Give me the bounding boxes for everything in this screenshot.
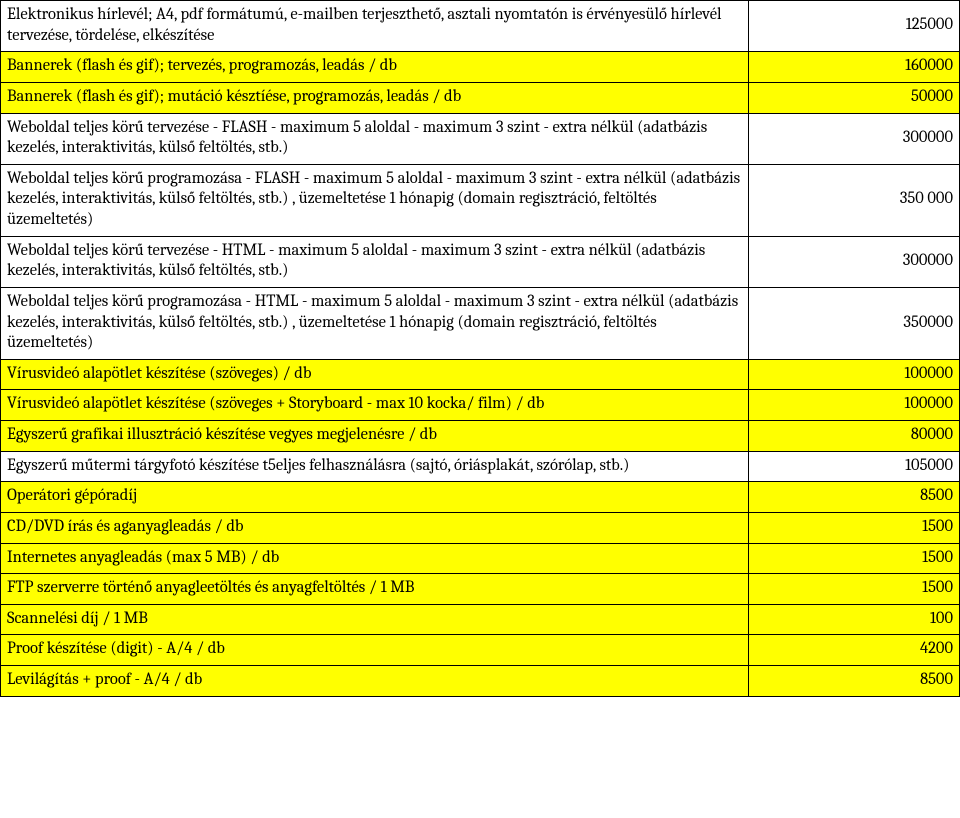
row-description: Elektronikus hírlevél; A4, pdf formátumú… xyxy=(1,1,749,52)
table-row: Internetes anyagleadás (max 5 MB) / db15… xyxy=(1,543,960,574)
row-value: 350 000 xyxy=(749,164,960,236)
table-row: Weboldal teljes körű tervezése - HTML - … xyxy=(1,236,960,287)
row-description: Bannerek (flash és gif); tervezés, progr… xyxy=(1,52,749,83)
row-description: Egyszerű grafikai illusztráció készítése… xyxy=(1,421,749,452)
row-value: 100000 xyxy=(749,359,960,390)
table-row: Weboldal teljes körű programozása - HTML… xyxy=(1,287,960,359)
row-value: 1500 xyxy=(749,512,960,543)
row-description: Bannerek (flash és gif); mutáció késztíé… xyxy=(1,82,749,113)
table-row: Levilágítás + proof - A/4 / db8500 xyxy=(1,666,960,697)
table-row: Bannerek (flash és gif); tervezés, progr… xyxy=(1,52,960,83)
row-value: 1500 xyxy=(749,574,960,605)
row-description: Proof készítése (digit) - A/4 / db xyxy=(1,635,749,666)
row-description: Scannelési díj / 1 MB xyxy=(1,604,749,635)
row-value: 8500 xyxy=(749,666,960,697)
table-row: Scannelési díj / 1 MB100 xyxy=(1,604,960,635)
row-value: 300000 xyxy=(749,113,960,164)
row-description: Weboldal teljes körű tervezése - HTML - … xyxy=(1,236,749,287)
row-description: CD/DVD írás és aganyagleadás / db xyxy=(1,512,749,543)
table-row: Egyszerű műtermi tárgyfotó készítése t5e… xyxy=(1,451,960,482)
table-row: Weboldal teljes körű programozása - FLAS… xyxy=(1,164,960,236)
row-description: Weboldal teljes körű programozása - FLAS… xyxy=(1,164,749,236)
row-value: 125000 xyxy=(749,1,960,52)
row-value: 80000 xyxy=(749,421,960,452)
table-row: Weboldal teljes körű tervezése - FLASH -… xyxy=(1,113,960,164)
row-value: 100 xyxy=(749,604,960,635)
row-value: 105000 xyxy=(749,451,960,482)
price-table: Elektronikus hírlevél; A4, pdf formátumú… xyxy=(0,0,960,697)
table-row: Vírusvideó alapötlet készítése (szöveges… xyxy=(1,359,960,390)
row-description: FTP szerverre történő anyagleetöltés és … xyxy=(1,574,749,605)
row-value: 100000 xyxy=(749,390,960,421)
row-value: 300000 xyxy=(749,236,960,287)
table-row: Proof készítése (digit) - A/4 / db4200 xyxy=(1,635,960,666)
table-row: Vírusvideó alapötlet készítése (szöveges… xyxy=(1,390,960,421)
row-value: 8500 xyxy=(749,482,960,513)
row-value: 1500 xyxy=(749,543,960,574)
row-value: 350000 xyxy=(749,287,960,359)
row-value: 4200 xyxy=(749,635,960,666)
table-row: Bannerek (flash és gif); mutáció késztíé… xyxy=(1,82,960,113)
row-description: Egyszerű műtermi tárgyfotó készítése t5e… xyxy=(1,451,749,482)
table-row: CD/DVD írás és aganyagleadás / db1500 xyxy=(1,512,960,543)
table-row: FTP szerverre történő anyagleetöltés és … xyxy=(1,574,960,605)
price-table-body: Elektronikus hírlevél; A4, pdf formátumú… xyxy=(1,1,960,697)
row-description: Vírusvideó alapötlet készítése (szöveges… xyxy=(1,390,749,421)
row-description: Levilágítás + proof - A/4 / db xyxy=(1,666,749,697)
row-value: 160000 xyxy=(749,52,960,83)
table-row: Elektronikus hírlevél; A4, pdf formátumú… xyxy=(1,1,960,52)
row-description: Vírusvideó alapötlet készítése (szöveges… xyxy=(1,359,749,390)
table-row: Egyszerű grafikai illusztráció készítése… xyxy=(1,421,960,452)
row-value: 50000 xyxy=(749,82,960,113)
row-description: Internetes anyagleadás (max 5 MB) / db xyxy=(1,543,749,574)
table-row: Operátori gépóradíj8500 xyxy=(1,482,960,513)
row-description: Weboldal teljes körű programozása - HTML… xyxy=(1,287,749,359)
row-description: Weboldal teljes körű tervezése - FLASH -… xyxy=(1,113,749,164)
row-description: Operátori gépóradíj xyxy=(1,482,749,513)
